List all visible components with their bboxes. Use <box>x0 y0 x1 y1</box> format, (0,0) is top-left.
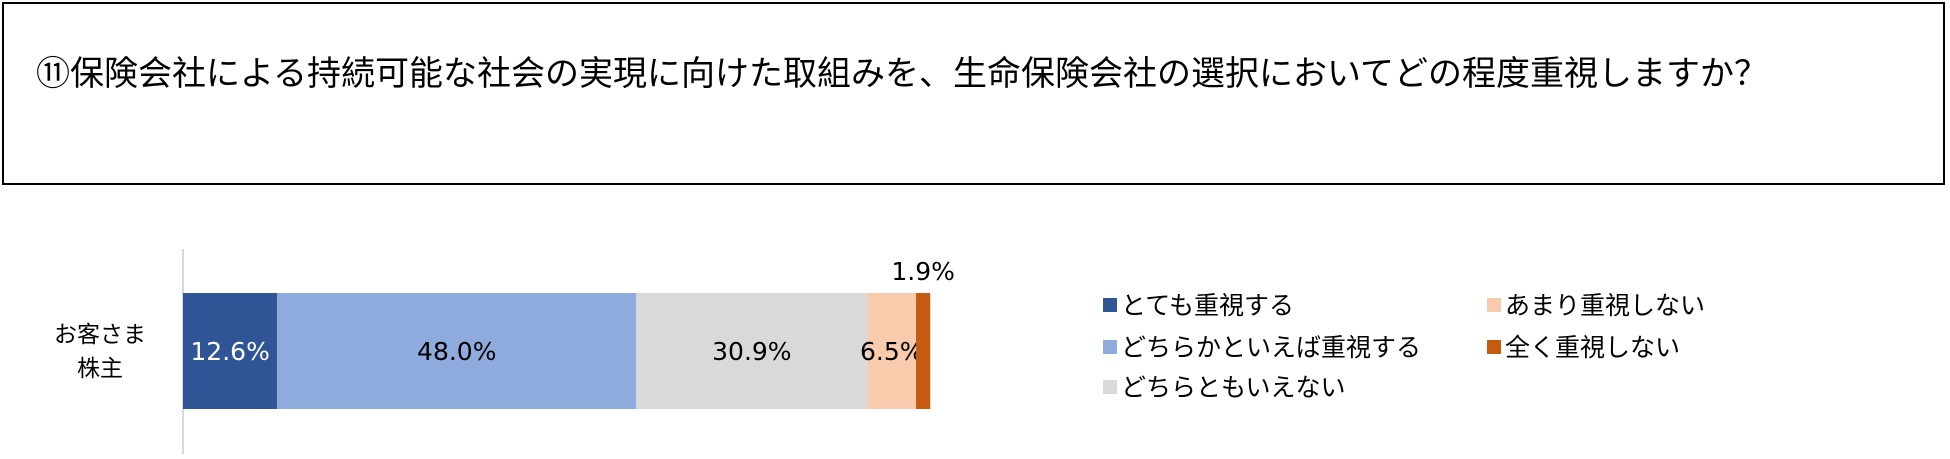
legend-label: とても重視する <box>1121 291 1294 320</box>
legend-swatch <box>1103 340 1117 354</box>
bar-segment <box>277 293 637 409</box>
bar-segment <box>183 293 278 409</box>
data-label: 12.6% <box>190 337 269 366</box>
legend-label: どちらともいえない <box>1121 373 1346 402</box>
data-label: 1.9% <box>891 257 955 286</box>
data-label: 6.5% <box>860 337 924 366</box>
data-label: 30.9% <box>712 337 791 366</box>
bar-segment <box>636 293 868 409</box>
chart-title: ⑪保険会社による持続可能な社会の実現に向けた取組みを、生命保険会社の選択において… <box>2 2 1945 185</box>
data-label: 48.0% <box>417 337 496 366</box>
category-label: お客さま 株主 <box>54 322 146 382</box>
legend-swatch <box>1487 298 1501 312</box>
legend-swatch <box>1103 380 1117 394</box>
bar-segment <box>867 293 917 409</box>
legend-label: 全く重視しない <box>1505 333 1680 362</box>
legend-swatch <box>1103 298 1117 312</box>
bar-segment <box>916 293 931 409</box>
legend-label: あまり重視しない <box>1505 291 1705 320</box>
legend-label: どちらかといえば重視する <box>1121 333 1421 362</box>
legend-swatch <box>1487 340 1501 354</box>
